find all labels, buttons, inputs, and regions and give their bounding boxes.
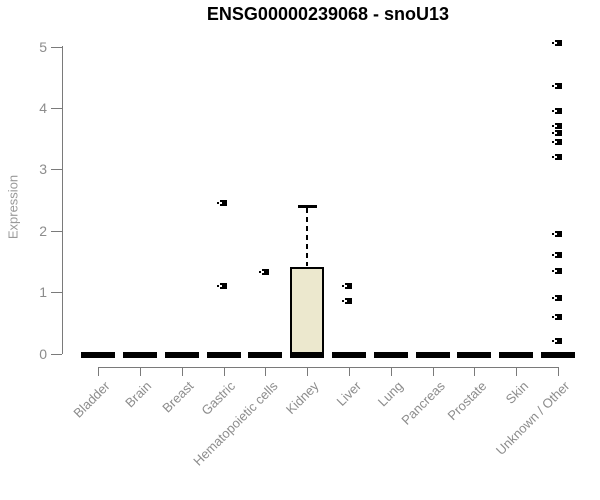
median-bar	[290, 352, 325, 358]
outlier-point	[551, 252, 562, 259]
category-label: Bladder	[70, 378, 113, 421]
y-tick-mark	[51, 353, 62, 355]
category-label: Kidney	[283, 378, 323, 418]
x-tick-mark	[390, 367, 392, 376]
x-tick-mark	[432, 367, 434, 376]
median-bar	[81, 352, 115, 358]
whisker-cap	[297, 204, 317, 208]
x-tick-mark	[223, 367, 225, 376]
y-tick-label: 5	[39, 38, 47, 55]
outlier-point	[342, 298, 353, 305]
outlier-point	[342, 283, 353, 289]
category-label: Hematopoietic cells	[189, 378, 281, 469]
outlier-point	[551, 313, 562, 320]
category-label: Brain	[122, 378, 155, 411]
category-label: Skin	[502, 378, 532, 407]
category-label: Unknown / Other	[493, 378, 573, 458]
category-label: Gastric	[198, 378, 239, 419]
x-tick-mark	[181, 367, 183, 376]
category-label: Lung	[374, 378, 406, 410]
outlier-point	[217, 200, 227, 207]
outlier-point	[551, 108, 562, 114]
median-bar	[415, 352, 450, 358]
x-axis-line	[98, 367, 559, 368]
y-tick-mark	[51, 107, 62, 109]
median-bar	[164, 352, 199, 358]
outlier-point	[258, 268, 269, 275]
outlier-point	[551, 83, 562, 90]
median-bar	[541, 352, 575, 358]
boxplot-box	[290, 266, 325, 356]
median-bar	[457, 352, 492, 358]
median-bar	[499, 352, 534, 358]
y-tick-mark	[51, 230, 62, 232]
category-label: Pancreas	[397, 378, 448, 428]
category-label: Breast	[159, 378, 197, 416]
y-tick-label: 1	[39, 284, 47, 301]
x-tick-mark	[139, 367, 141, 376]
y-tick-mark	[51, 169, 62, 171]
y-tick-label: 3	[39, 161, 47, 178]
y-tick-label: 0	[39, 345, 47, 362]
chart-title: ENSG00000239068 - snoU13	[206, 4, 450, 24]
x-tick-mark	[348, 367, 350, 376]
outlier-point	[551, 129, 562, 136]
x-tick-mark	[307, 367, 309, 376]
x-tick-mark	[474, 367, 476, 376]
median-bar	[206, 352, 241, 358]
outlier-point	[551, 295, 562, 302]
y-tick-label: 2	[39, 222, 47, 239]
y-tick-label: 4	[39, 99, 47, 116]
category-label: Liver	[333, 378, 364, 409]
x-tick-mark	[516, 367, 518, 376]
outlier-point	[551, 338, 562, 345]
outlier-point	[551, 267, 562, 274]
outlier-point	[551, 40, 562, 47]
x-tick-mark	[98, 367, 99, 376]
outlier-point	[551, 123, 562, 130]
y-tick-mark	[51, 46, 62, 48]
outlier-point	[551, 154, 562, 160]
median-bar	[248, 352, 283, 358]
x-tick-mark	[265, 367, 267, 376]
outlier-point	[551, 138, 562, 145]
median-bar	[331, 352, 366, 358]
y-axis-line	[62, 46, 63, 354]
median-bar	[122, 352, 157, 358]
outlier-point	[217, 283, 227, 289]
category-label: Prostate	[444, 378, 490, 424]
median-bar	[373, 352, 408, 358]
y-tick-mark	[51, 292, 62, 294]
outlier-point	[551, 230, 562, 237]
whisker-line	[306, 208, 309, 267]
x-tick-mark	[558, 367, 559, 376]
